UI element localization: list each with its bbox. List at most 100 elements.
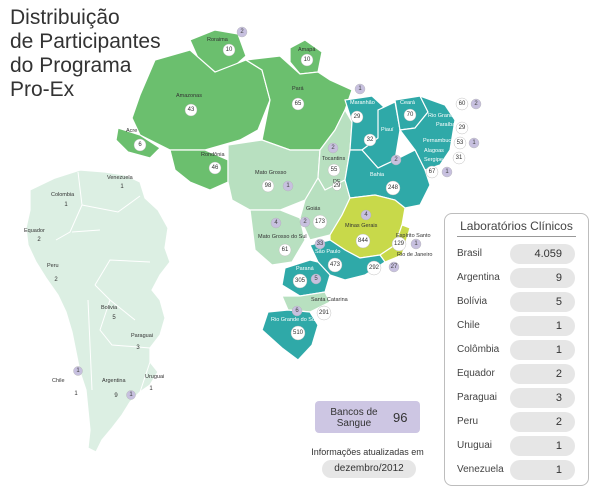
labs-badge-sao-paulo-value: 473 xyxy=(330,262,341,268)
labs-badge-tocantins: 55 xyxy=(327,163,341,177)
labs-badge-mato-grosso-do-sul-circle xyxy=(278,243,292,257)
lab-country: Colômbia xyxy=(457,344,500,355)
lab-row: Colômbia 1 xyxy=(445,340,588,360)
bancos-badge-rio-grande-do-norte: 2 xyxy=(470,98,482,110)
bancos-badge-parana-value: 5 xyxy=(314,276,318,282)
bancos-badge-argentina-value: 1 xyxy=(129,392,133,398)
state-label-amazonas: Amazonas xyxy=(176,93,202,99)
state-label-amapa: Amapá xyxy=(298,47,316,53)
labs-badge-roraima-circle xyxy=(222,43,236,57)
labs-badge-alagoas: 31 xyxy=(452,151,466,165)
labs-badge-maranhao: 29 xyxy=(350,110,364,124)
labs-badge-alagoas-value: 31 xyxy=(456,155,463,161)
title-line: Pro-Ex xyxy=(10,78,75,101)
lab-row: Uruguai 1 xyxy=(445,436,588,456)
labs-badge-rondonia-value: 46 xyxy=(212,165,219,171)
lab-count: 1 xyxy=(555,440,562,452)
labs-badge-piaui-circle xyxy=(363,133,377,147)
labs-badge-amazonas-circle xyxy=(184,103,198,117)
labs-badge-sergipe-value: 67 xyxy=(429,169,436,175)
bancos-badge-rio-grande-do-sul-value: 6 xyxy=(295,308,299,314)
labs-badge-rio-grande-do-norte-circle xyxy=(455,97,469,111)
labs-badge-paraiba-value: 29 xyxy=(459,125,466,131)
labs-value-uruguai: 1 xyxy=(149,386,153,392)
bancos-badge-rio-de-janeiro-circle xyxy=(388,261,400,273)
bancos-badge-argentina: 1 xyxy=(126,390,136,400)
bancos-badge-maranhao-value: 1 xyxy=(358,86,362,92)
labs-badge-amapa-circle xyxy=(300,53,314,67)
lab-row: Brasil 4.059 xyxy=(445,244,588,264)
labs-badge-minas-gerais-value: 844 xyxy=(358,238,369,244)
state-shape-amazonas xyxy=(131,49,271,151)
lab-row: Bolívia 5 xyxy=(445,292,588,312)
state-labels: Roraima Amapá Amazonas Pará Acre Rondônia Mato… xyxy=(24,37,479,399)
country-label-uruguai: Uruguai xyxy=(145,374,164,380)
bancos-badge-sao-paulo-circle xyxy=(314,238,326,250)
country-label-argentina: Argentina xyxy=(102,378,126,384)
bancos-badge-chile-value: 1 xyxy=(76,368,80,374)
labs-badge-rondonia: 46 xyxy=(208,161,222,175)
bancos-badge-roraima-circle xyxy=(236,26,248,38)
labs-badge-rio-de-janeiro-value: 292 xyxy=(369,265,380,271)
state-label-bahia: Bahia xyxy=(370,172,385,178)
bancos-badge-goias: 2 xyxy=(299,216,311,228)
bancos-badge-sao-paulo-value: 33 xyxy=(317,241,324,247)
lab-count-pill: 1 xyxy=(510,460,575,480)
state-label-alagoas: Alagoas xyxy=(424,148,444,154)
country-label-paraguai: Paraguai xyxy=(131,333,153,339)
labs-badge-piaui-value: 32 xyxy=(367,137,374,143)
bancos-badge-chile-circle xyxy=(73,366,83,376)
labs-badge-maranhao-value: 29 xyxy=(354,114,361,120)
south-america-map xyxy=(25,169,171,453)
brazil-map xyxy=(115,29,456,361)
bancos-badge-parana-circle xyxy=(310,273,322,285)
labs-badge-goias-value: 173 xyxy=(315,219,326,225)
lab-count: 2 xyxy=(555,416,562,428)
labs-badge-tocantins-circle xyxy=(327,163,341,177)
lab-row: Paraguai 3 xyxy=(445,388,588,408)
bancos-badge-tocantins-circle xyxy=(327,142,339,154)
lab-count-pill: 4.059 xyxy=(510,244,575,264)
lab-country: Bolívia xyxy=(457,296,488,307)
state-label-rio-de-janeiro: Rio de Janeiro xyxy=(397,252,432,258)
labs-badge-mato-grosso-value: 98 xyxy=(265,183,272,189)
bancos-badge-rio-grande-do-sul: 6 xyxy=(291,305,303,317)
lab-row: Peru 2 xyxy=(445,412,588,432)
labs-badge-mato-grosso: 98 xyxy=(261,179,275,193)
bancos-badge-rio-de-janeiro: 27 xyxy=(388,261,400,273)
state-label-tocantins: Tocantins xyxy=(322,156,345,162)
labs-badge-alagoas-circle xyxy=(452,151,466,165)
bancos-badge-minas-gerais-value: 4 xyxy=(364,212,368,218)
labs-badge-bahia: 248 xyxy=(385,180,401,196)
state-label-rio-grande-do-norte: Rio Grande do Norte xyxy=(428,113,479,119)
lab-row: Equador 2 xyxy=(445,364,588,384)
labs-badge-df: 29 xyxy=(332,181,342,191)
labs-value-chile: 1 xyxy=(74,391,78,397)
labs-badge-espirito-santo-value: 129 xyxy=(394,241,405,247)
state-label-mato-grosso-do-sul: Mato Grosso do Sul xyxy=(258,234,307,240)
state-label-piaui: Piauí xyxy=(381,127,394,133)
country-label-venezuela: Venezuela xyxy=(107,175,134,181)
labs-badge-santa-catarina-circle xyxy=(316,305,332,321)
labs-badge-paraiba-circle xyxy=(455,121,469,135)
state-label-espirito-santo: Espírito Santo xyxy=(396,233,431,239)
lab-country: Brasil xyxy=(457,248,483,259)
labs-badge-amazonas-value: 43 xyxy=(188,107,195,113)
bancos-badge-parana: 5 xyxy=(310,273,322,285)
state-label-minas-gerais: Minas Gerais xyxy=(345,223,378,229)
labs-badge-santa-catarina: 291 xyxy=(316,305,332,321)
state-label-para: Pará xyxy=(292,86,305,92)
lab-count: 1 xyxy=(555,344,562,356)
bancos-badge-sergipe-circle xyxy=(441,166,453,178)
lab-country: Venezuela xyxy=(457,464,504,475)
state-label-sao-paulo: São Paulo xyxy=(315,249,340,255)
border-line xyxy=(55,171,151,393)
laboratorios-panel: Laboratórios Clínicos Brasil 4.059 Argenti… xyxy=(444,213,589,486)
state-label-pernambuco: Pernambuco xyxy=(423,138,454,144)
lab-count: 9 xyxy=(555,272,562,284)
lab-count-pill: 1 xyxy=(510,436,575,456)
labs-badge-piaui: 32 xyxy=(363,133,377,147)
labs-value-bolivia: 5 xyxy=(112,315,116,321)
lab-count: 1 xyxy=(555,320,562,332)
